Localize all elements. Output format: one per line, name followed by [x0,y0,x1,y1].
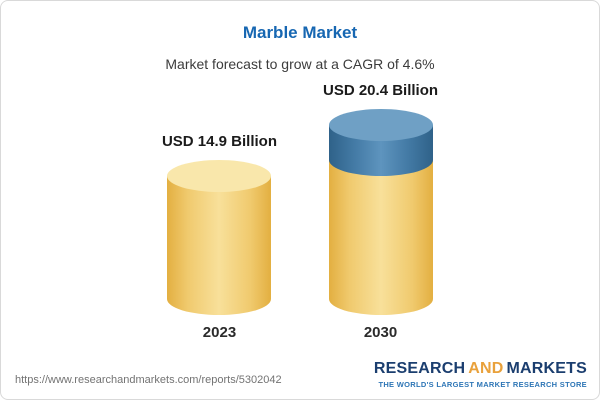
cylinder-bar-chart: USD 14.9 Billion 2023 USD 20.4 Billion 2… [1,81,599,341]
year-label-2030: 2030 [363,324,398,341]
bar-group-2030: USD 20.4 Billion 2030 [323,82,438,341]
cylinder-2023 [167,160,272,315]
logo-word-and: AND [468,360,504,377]
cylinder-2030-yellow [328,160,433,315]
cylinder-2030 [328,109,433,315]
year-label-2023: 2023 [202,324,237,341]
cylinder-2030-blue [328,109,433,176]
value-label-2030: USD 20.4 Billion [323,82,439,99]
logo-word-research: RESEARCH [373,360,466,377]
cylinder-2023-body [167,160,272,315]
logo-tagline: THE WORLD'S LARGEST MARKET RESEARCH STOR… [378,380,587,389]
bar-group-2023: USD 14.9 Billion 2023 [162,133,277,341]
chart-header: Marble Market Market forecast to grow at… [1,1,599,72]
footer: https://www.researchandmarkets.com/repor… [15,360,587,389]
logo-wordmark: RESEARCH AND MARKETS [374,360,587,378]
chart-title: Marble Market [242,23,358,42]
logo-word-markets: MARKETS [506,360,587,377]
source-url[interactable]: https://www.researchandmarkets.com/repor… [15,374,282,386]
researchandmarkets-logo[interactable]: RESEARCH AND MARKETS THE WORLD'S LARGEST M… [374,360,587,389]
value-label-2023: USD 14.9 Billion [161,133,277,150]
chart-subtitle: Market forecast to grow at a CAGR of 4.6… [165,56,435,72]
